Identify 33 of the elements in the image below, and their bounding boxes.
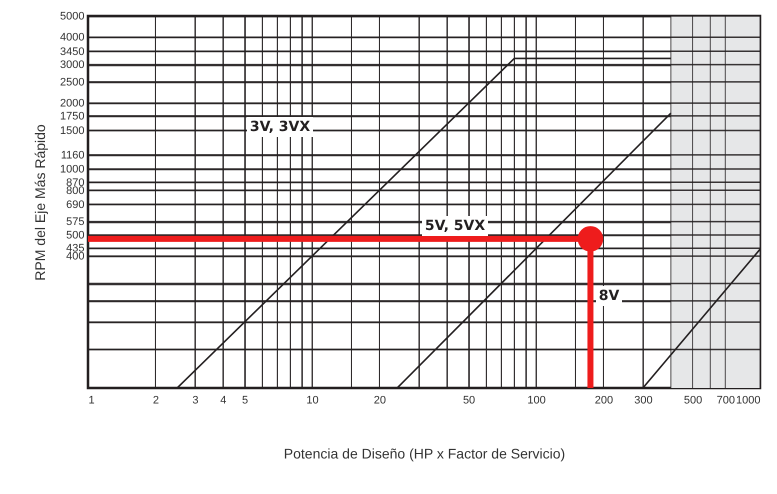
x-tick-label: 5 [242,394,248,406]
y-tick-label: 3450 [60,46,84,58]
x-tick-label: 1000 [736,394,760,406]
y-tick-label: 575 [66,216,84,228]
x-tick-label: 2 [152,394,159,406]
x-tick-label: 50 [462,394,476,406]
annotation: 8V [598,288,620,304]
x-tick-label: 500 [684,394,702,406]
annotation: 3V, 3VX [250,119,310,135]
x-tick-label: 3 [192,394,198,406]
x-tick-label: 10 [306,394,319,406]
y-tick-label: 1750 [60,110,84,122]
x-axis-title: Potencia de Diseño (HP x Factor de Servicio) [284,446,566,462]
y-tick-label: 5000 [60,10,84,22]
y-tick-label: 690 [66,198,84,211]
y-tick-label: 500 [66,229,84,242]
x-tick-label: 20 [374,394,386,406]
y-tick-label: 2500 [60,76,84,88]
x-tick-label: 4 [220,394,226,406]
y-tick-label: 1160 [60,149,84,162]
x-tick-label: 200 [594,394,614,406]
y-tick-label: 1500 [60,124,84,137]
y-axis-title: RPM del Eje Más Rápido [32,124,48,281]
x-tick-label: 100 [527,394,546,406]
x-tick-label: 1 [88,394,95,406]
annotation: 5V, 5VX [424,218,486,234]
x-tick-label: 700 [716,394,735,406]
y-tick-label: 1000 [60,164,84,176]
y-tick-label: 2000 [60,98,84,110]
y-tick-label: 3000 [60,59,84,72]
y-tick-label: 800 [66,184,84,197]
x-tick-label: 300 [634,394,653,406]
y-tick-label: 4000 [60,32,84,44]
